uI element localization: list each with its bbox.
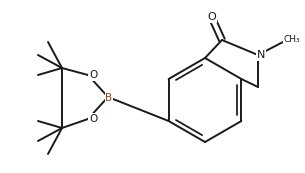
Text: CH₃: CH₃ [284,35,300,44]
Text: O: O [89,70,97,80]
Text: O: O [208,12,216,22]
Text: O: O [89,114,97,124]
Text: B: B [106,93,113,103]
Text: N: N [257,50,265,60]
